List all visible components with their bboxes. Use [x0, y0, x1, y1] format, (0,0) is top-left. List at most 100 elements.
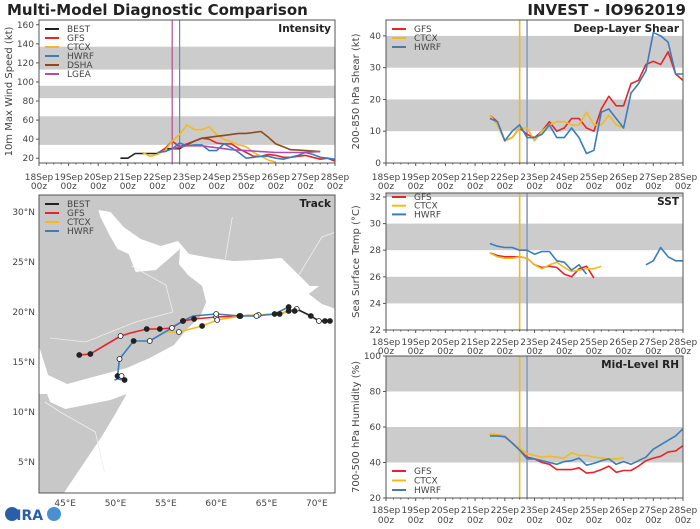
- x-tick-label-hour: 00z: [327, 182, 343, 192]
- track-marker-gfs: [117, 333, 124, 339]
- plot-area: [386, 193, 683, 330]
- sea: [39, 210, 335, 493]
- x-tick-label-hour: 00z: [467, 347, 483, 357]
- x-tick-label-date: 20Sep: [431, 338, 460, 348]
- x-tick-label-date: 23Sep: [520, 173, 549, 183]
- x-tick-label-date: 22Sep: [491, 173, 520, 183]
- x-tick-label-date: 28Sep: [321, 173, 350, 183]
- shaded-band: [39, 85, 335, 99]
- shaded-band: [39, 116, 335, 145]
- x-tick-label-date: 26Sep: [262, 173, 291, 183]
- y-tick-label: 40: [370, 32, 382, 42]
- x-tick-label-hour: 00z: [90, 182, 106, 192]
- legend-label-gfs: GFS: [67, 34, 85, 44]
- x-tick-label-hour: 00z: [31, 182, 47, 192]
- x-tick-label-hour: 00z: [238, 182, 254, 192]
- x-tick-label-date: 22Sep: [491, 338, 520, 348]
- y-tick-label: 60: [23, 116, 35, 126]
- legend-label-gfs: GFS: [67, 209, 85, 219]
- panel-title: Intensity: [278, 23, 331, 35]
- sst-panel: 18Sep00z19Sep00z20Sep00z21Sep00z22Sep00z…: [351, 192, 697, 357]
- y-tick-label: 20: [23, 154, 35, 164]
- track-marker-gfs: [143, 326, 150, 332]
- x-tick-label-hour: 00z: [616, 516, 632, 525]
- lat-tick-label: 25°N: [12, 258, 35, 268]
- x-tick-label-date: 25Sep: [580, 173, 609, 183]
- x-tick-label-hour: 00z: [120, 182, 136, 192]
- track-marker-ctcx: [291, 308, 298, 314]
- figure-title: Multi-Model Diagnostic Comparison: [7, 1, 308, 19]
- y-axis-label: 200-850 hPa Shear (kt): [351, 33, 362, 149]
- y-tick-label: 30: [370, 220, 382, 230]
- x-tick-label-hour: 00z: [645, 182, 661, 192]
- map-area: [39, 195, 335, 493]
- x-tick-label-hour: 00z: [378, 347, 394, 357]
- x-tick-label-hour: 00z: [616, 182, 632, 192]
- y-tick-label: 140: [17, 40, 34, 50]
- x-tick-label-date: 18Sep: [372, 338, 401, 348]
- legend-label-ctcx: CTCX: [414, 202, 438, 212]
- country-border: [131, 265, 174, 313]
- track-marker-hwrf: [130, 338, 137, 344]
- x-tick-label-hour: 00z: [497, 516, 513, 525]
- x-tick-label-date: 27Sep: [639, 506, 668, 516]
- x-tick-label-date: 18Sep: [372, 173, 401, 183]
- x-tick-label-date: 19Sep: [401, 173, 430, 183]
- legend-label-ctcx: CTCX: [414, 34, 438, 44]
- y-tick-label: 40: [23, 135, 35, 145]
- track-marker-hwrf: [213, 311, 220, 317]
- y-axis-label: 10m Max Wind Speed (kt): [4, 26, 15, 156]
- y-tick-label: 32: [370, 193, 381, 203]
- legend-label-lgea: LGEA: [67, 70, 92, 80]
- x-tick-label-hour: 00z: [408, 347, 424, 357]
- series-line-hwrf: [489, 31, 683, 155]
- x-tick-label-date: 18Sep: [372, 506, 401, 516]
- x-tick-label-date: 27Sep: [639, 338, 668, 348]
- lat-tick-label: 5°N: [18, 458, 35, 468]
- lon-tick-label: 50°E: [105, 499, 127, 509]
- x-tick-label-hour: 00z: [645, 516, 661, 525]
- y-tick-label: 26: [370, 273, 382, 283]
- x-tick-label-date: 21Sep: [461, 506, 490, 516]
- series-line-dsha: [172, 130, 321, 153]
- x-tick-label-hour: 00z: [149, 182, 165, 192]
- track-marker-gfs: [76, 352, 83, 358]
- x-tick-label-date: 21Sep: [114, 173, 143, 183]
- intensity-panel: 18Sep00z19Sep00z20Sep00z21Sep00z22Sep00z…: [4, 19, 350, 192]
- lon-tick-label: 65°E: [256, 499, 278, 509]
- x-tick-label-date: 22Sep: [143, 173, 172, 183]
- legend-label-ctcx: CTCX: [414, 477, 438, 487]
- rh-panel: 18Sep00z19Sep00z20Sep00z21Sep00z22Sep00z…: [351, 352, 697, 526]
- x-tick-label-date: 27Sep: [291, 173, 320, 183]
- x-tick-label-date: 23Sep: [173, 173, 202, 183]
- x-tick-label-hour: 00z: [586, 182, 602, 192]
- panel-title: Mid-Level RH: [601, 359, 679, 371]
- x-tick-label-hour: 00z: [378, 516, 394, 525]
- shaded-band: [386, 193, 683, 197]
- y-tick-label: 80: [370, 388, 382, 398]
- legend-label-ctcx: CTCX: [67, 218, 91, 228]
- track-marker-hwrf: [168, 325, 175, 331]
- country-border: [50, 311, 174, 343]
- x-tick-label-hour: 00z: [467, 182, 483, 192]
- panel-title: Deep-Layer Shear: [573, 23, 679, 35]
- x-tick-label-hour: 00z: [437, 182, 453, 192]
- track-marker-gfs: [156, 326, 163, 332]
- x-tick-label-hour: 00z: [526, 182, 542, 192]
- shaded-band: [39, 46, 335, 70]
- legend-label-hwrf: HWRF: [414, 210, 441, 220]
- track-marker-gfs: [276, 311, 283, 317]
- x-tick-label-date: 23Sep: [520, 338, 549, 348]
- y-tick-label: 80: [23, 97, 35, 107]
- lon-tick-label: 55°E: [155, 499, 177, 509]
- x-tick-label-hour: 00z: [209, 182, 225, 192]
- lon-tick-label: 70°E: [306, 499, 328, 509]
- legend-label-best: BEST: [67, 25, 91, 35]
- track-marker-hwrf: [116, 356, 123, 362]
- lat-tick-label: 30°N: [12, 208, 35, 218]
- x-tick-label-date: 21Sep: [461, 173, 490, 183]
